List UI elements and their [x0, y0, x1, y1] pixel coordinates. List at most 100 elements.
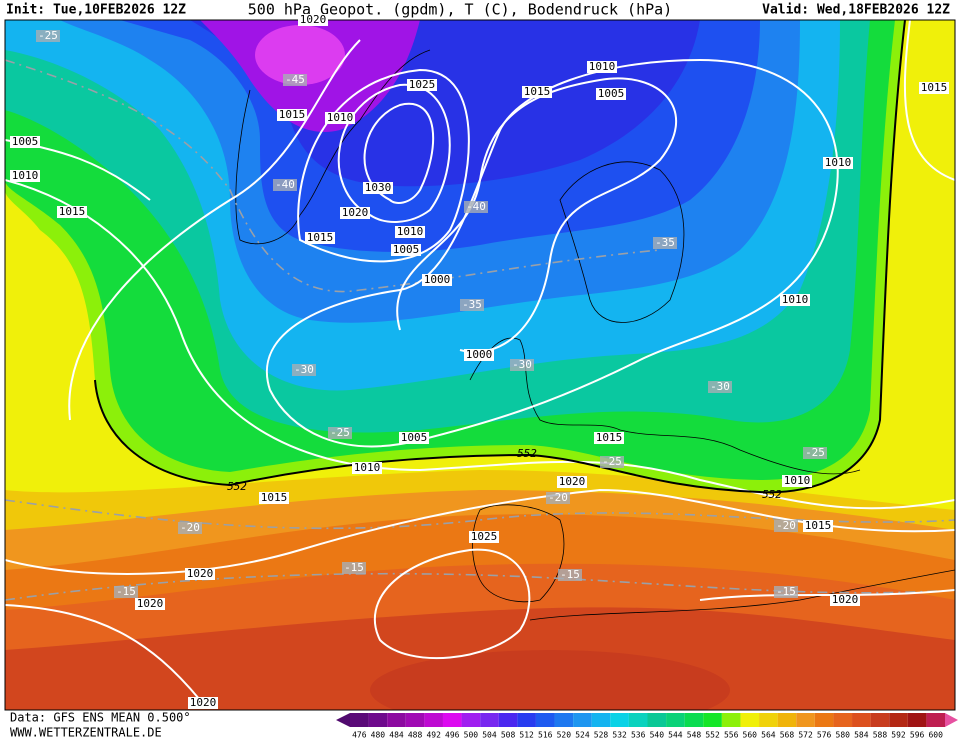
temperature-label-box	[774, 520, 798, 532]
isobar-label: 1015	[596, 431, 623, 444]
isobar-label-box	[340, 207, 370, 219]
scale-swatch	[833, 713, 853, 727]
scale-swatch	[777, 713, 797, 727]
geopotential-label: 552	[227, 480, 247, 493]
isotherm	[5, 499, 955, 530]
isobar-label: 1020	[187, 567, 214, 580]
isobar-label: 1010	[782, 293, 809, 306]
isobar-label: 1020	[342, 206, 369, 219]
scale-label: 552	[705, 731, 720, 740]
scale-swatch	[628, 713, 648, 727]
scale-swatch	[442, 713, 462, 727]
scale-label: 480	[371, 731, 386, 740]
isobar-label-box	[135, 598, 165, 610]
isobar-label: 1020	[300, 13, 327, 26]
temperature-label: -20	[776, 519, 796, 532]
geopotential-label: 552	[517, 447, 537, 460]
scale-swatch	[498, 713, 518, 727]
scale-label: 572	[798, 731, 813, 740]
scale-swatch	[666, 713, 685, 727]
temperature-label: -45	[285, 73, 305, 86]
contour-552	[94, 20, 906, 494]
temperature-label-box	[292, 364, 316, 376]
isobar-label-box	[399, 432, 429, 444]
isobar-label-box	[596, 88, 626, 100]
isobar-label-box	[10, 170, 40, 182]
isobar-label-box	[395, 226, 425, 238]
init-time: Init: Tue,10FEB2026 12Z	[6, 3, 186, 18]
scale-swatch	[591, 713, 611, 727]
isobar-label: 1010	[354, 461, 381, 474]
scale-label: 540	[650, 731, 665, 740]
temperature-label: -15	[776, 585, 796, 598]
scale-swatch	[796, 713, 815, 727]
temperature-label-box	[178, 522, 202, 534]
isobar-label-box	[259, 492, 289, 504]
scale-label: 548	[687, 731, 702, 740]
scale-swatch	[535, 713, 555, 727]
scale-swatch	[424, 713, 443, 727]
scale-label: 556	[724, 731, 739, 740]
scale-label: 512	[519, 731, 534, 740]
scale-label: 492	[426, 731, 441, 740]
isobar	[5, 589, 955, 701]
scale-swatch	[721, 713, 741, 727]
scale-swatch	[759, 713, 778, 727]
isobar-label-box	[407, 79, 437, 91]
isobar-label: 1015	[59, 205, 86, 218]
valid-time: Valid: Wed,18FEB2026 12Z	[762, 3, 950, 18]
temperature-label-box	[283, 74, 307, 86]
scale-swatch	[852, 713, 871, 727]
band-red-dark	[370, 650, 730, 710]
isobar-label: 1005	[393, 243, 420, 256]
scale-label: 544	[668, 731, 683, 740]
scale-label: 508	[501, 731, 516, 740]
coastline	[559, 161, 685, 323]
isobar-label-box	[352, 462, 382, 474]
isobar-label-box	[363, 182, 393, 194]
temperature-label: -25	[602, 455, 622, 468]
temperature-label: -40	[466, 200, 486, 213]
isobar-label: 1005	[598, 87, 625, 100]
scale-swatch	[480, 713, 499, 727]
temperature-label-box	[328, 427, 352, 439]
scale-swatch	[461, 713, 481, 727]
isobar-label: 1010	[397, 225, 424, 238]
isobar-label: 1010	[784, 474, 811, 487]
isobar	[68, 39, 361, 421]
scale-label: 532	[612, 731, 627, 740]
scale-arrow-right	[945, 713, 958, 727]
isobar-label-box	[469, 531, 499, 543]
scale-swatch	[740, 713, 760, 727]
isobar-label-box	[185, 568, 215, 580]
isobar-label: 1000	[466, 348, 493, 361]
scale-swatch	[814, 713, 834, 727]
temperature-label-box	[460, 299, 484, 311]
isobar-label-box	[325, 112, 355, 124]
scale-swatch	[647, 713, 667, 727]
temperature-label-box	[653, 237, 677, 249]
isobar-label-box	[188, 697, 218, 709]
scale-label: 524	[575, 731, 590, 740]
scale-swatch	[517, 713, 536, 727]
band-magenta	[255, 25, 345, 85]
scale-swatch	[405, 713, 425, 727]
isobar-label-box	[557, 476, 587, 488]
temperature-label-box	[510, 359, 534, 371]
scale-label: 588	[873, 731, 888, 740]
temperature-label-box	[114, 586, 138, 598]
isobar-label-box	[298, 14, 328, 26]
isobar	[363, 102, 435, 204]
isobar-label-box	[830, 594, 860, 606]
isobar-label-box	[919, 82, 949, 94]
temperature-label: -25	[330, 426, 350, 439]
scale-label: 568	[780, 731, 795, 740]
coastline	[529, 569, 955, 621]
temperature-label: -35	[655, 236, 675, 249]
scale-label: 584	[854, 731, 869, 740]
isobar-label: 1010	[327, 111, 354, 124]
isobar-label-box	[391, 244, 421, 256]
scale-swatch	[573, 713, 592, 727]
isobar-label: 1015	[524, 85, 551, 98]
